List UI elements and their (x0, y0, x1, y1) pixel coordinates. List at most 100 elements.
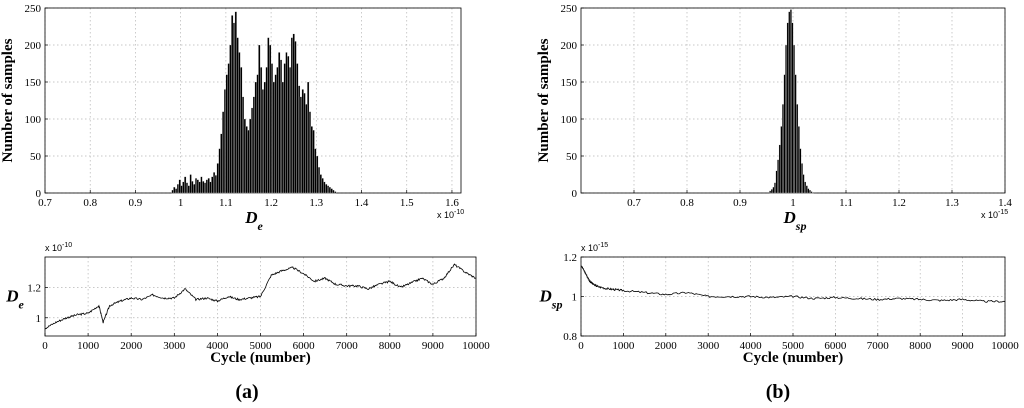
x-tick-label: 8000 (909, 340, 932, 352)
histogram-bar (305, 104, 308, 194)
histogram-bar (793, 44, 795, 194)
y-axis-label: Number of samples (0, 38, 16, 162)
histogram-bar (319, 174, 322, 194)
histogram-bar (272, 81, 275, 194)
histogram-bar (185, 182, 189, 194)
x-tick-label: 1.2 (264, 197, 278, 209)
histogram-bar (196, 179, 199, 194)
x-tick-label: 1000 (612, 340, 635, 352)
histogram-bar (263, 81, 266, 194)
histogram-b: 0.7 0.8 0.9 1 1.1 1.2 1.3 1.4 0 50 100 150 200 250 Num… (536, 3, 1012, 233)
histogram-bar (812, 192, 815, 194)
y-tick-label: 50 (566, 151, 578, 163)
y-tick-label: 0 (572, 188, 578, 200)
histogram-bar (303, 92, 306, 194)
histogram-bar (330, 188, 333, 194)
x-tick-label: 1.4 (355, 197, 369, 209)
x-tick-label: 6000 (293, 340, 316, 352)
histogram-bar (173, 186, 176, 194)
y-tick-label: 200 (561, 40, 578, 52)
x-axis-label: Dsp (783, 208, 807, 233)
histogram-bar (245, 126, 248, 194)
y-tick-label: 100 (25, 114, 42, 126)
histogram-bar (290, 37, 293, 194)
histogram-bar (789, 9, 792, 194)
histogram-bar (211, 176, 214, 194)
histogram-bar (187, 185, 190, 194)
y-axis-label-subscript: sp (551, 298, 563, 312)
x-tick-label: 9000 (952, 340, 975, 352)
histogram-bar (289, 67, 292, 194)
x-axis-label: Cycle (number) (210, 350, 310, 366)
histogram-bar (298, 85, 301, 194)
histogram-bar (794, 74, 797, 194)
x-tick-label: 8000 (379, 340, 402, 352)
histogram-bar (242, 96, 245, 194)
x-tick-label: 1 (178, 197, 184, 209)
histogram-bar (202, 181, 205, 194)
y-multiplier-exponent: -10 (62, 242, 72, 249)
x-tick-label: 2000 (120, 340, 143, 352)
x-tick-label: 1.3 (309, 197, 323, 209)
histogram-bar (327, 185, 330, 194)
histogram-bar (231, 15, 234, 194)
histogram-bar (334, 191, 337, 194)
histogram-bar (176, 183, 179, 194)
histogram-bar (786, 22, 789, 194)
histogram-bar (308, 111, 312, 194)
histogram-bar (312, 129, 315, 194)
histogram-bar (278, 52, 281, 194)
histogram-bar (207, 178, 210, 194)
histogram-bar (189, 174, 192, 194)
y-tick-label: 0.8 (563, 331, 577, 343)
y-tick-label: 1 (36, 313, 42, 325)
histogram-bar (205, 179, 208, 194)
histogram-bar (791, 22, 794, 194)
histogram-bar (209, 181, 212, 194)
histogram-bar (332, 189, 335, 194)
y-tick-label: 250 (25, 3, 42, 15)
x-tick-label: 0.9 (733, 197, 747, 209)
histogram-bar (182, 181, 185, 194)
histogram-bar (214, 175, 217, 194)
histogram-bar (213, 172, 216, 194)
x-axis-label: De (244, 208, 263, 233)
histogram-bar (232, 22, 236, 194)
histogram-bar (225, 74, 228, 194)
histogram-bar (785, 44, 788, 194)
histogram-bar (234, 11, 237, 194)
y-tick-label: 50 (30, 151, 42, 163)
x-tick-label: 1.5 (400, 197, 414, 209)
histogram-bar (782, 104, 784, 194)
histogram-bar (294, 41, 297, 194)
histogram-bar (316, 155, 319, 194)
y-axis-label: De (5, 287, 24, 312)
x-tick-label: 7000 (336, 340, 359, 352)
histogram-bar (261, 89, 264, 194)
y-tick-label: 150 (561, 77, 578, 89)
y-tick-label: 150 (25, 77, 42, 89)
x-tick-label: 1000 (77, 340, 100, 352)
histogram-bar (801, 163, 803, 194)
panel-label-a: (a) (235, 381, 258, 403)
histogram-bar (178, 179, 181, 194)
histogram-bar (323, 181, 326, 194)
histogram-bar (265, 67, 268, 194)
x-tick-label: 1.2 (892, 197, 906, 209)
histogram-bar (325, 183, 328, 194)
y-tick-label: 200 (25, 40, 42, 52)
x-tick-label: 1.1 (219, 197, 233, 209)
histogram-bar (194, 178, 198, 194)
histogram-bar (236, 37, 239, 194)
histogram-bar (285, 52, 288, 194)
histogram-bar (223, 89, 226, 194)
x-tick-label: 6000 (824, 340, 847, 352)
y-tick-label: 1.2 (27, 282, 41, 294)
histogram-bar (296, 63, 299, 194)
x-tick-label: 1.3 (945, 197, 959, 209)
x-tick-label: 9000 (422, 340, 445, 352)
x-tick-label: 10000 (462, 340, 490, 352)
histogram-bar (220, 133, 223, 194)
histogram-bar (184, 176, 187, 194)
histogram-bar (254, 81, 257, 194)
